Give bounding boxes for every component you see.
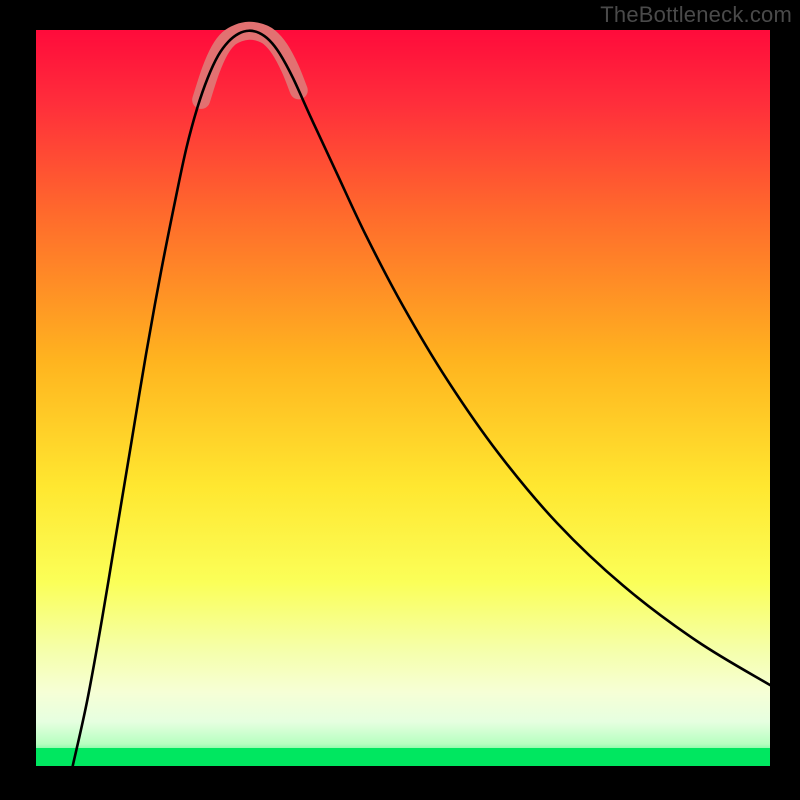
- bottleneck-curve: [73, 31, 770, 766]
- curve-layer: [36, 30, 770, 766]
- valley-highlight-segment: [201, 31, 299, 100]
- chart-stage: TheBottleneck.com: [0, 0, 800, 800]
- source-watermark: TheBottleneck.com: [600, 2, 792, 28]
- plot-area: [36, 30, 770, 766]
